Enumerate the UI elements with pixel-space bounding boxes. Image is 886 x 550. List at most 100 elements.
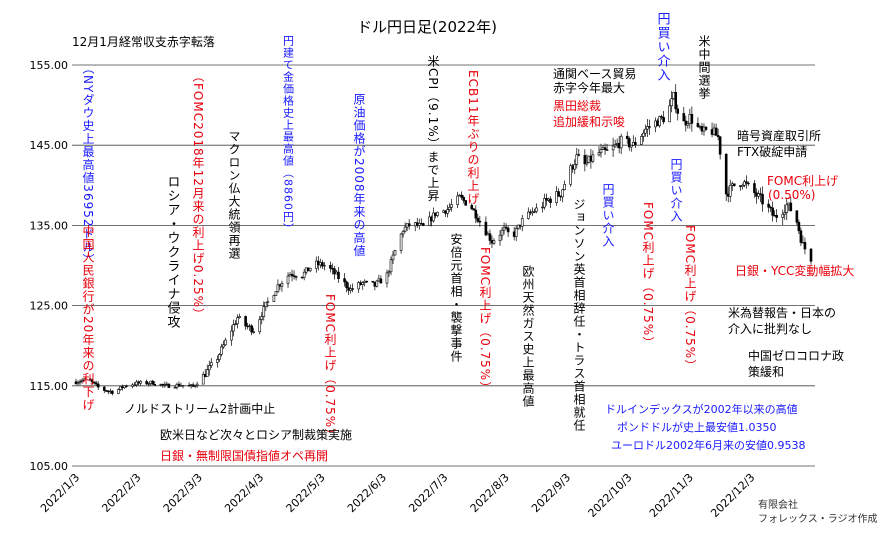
candle-body	[785, 204, 789, 213]
candle-body	[690, 114, 694, 124]
candle-body	[512, 231, 516, 237]
gridlines	[72, 64, 815, 467]
annotation-label: （FOMC2018年12月来の利上げ0.25%）	[191, 70, 205, 321]
candle-body	[506, 227, 510, 233]
candle-body	[613, 144, 617, 147]
candle-body	[803, 242, 807, 250]
annotation-label: 暗号資産取引所	[737, 128, 821, 143]
annotation-label: ノルドストリーム2計画中止	[124, 401, 275, 416]
candle-body	[698, 126, 702, 128]
candle-body	[385, 272, 389, 284]
candle-body	[801, 242, 805, 244]
candle-body	[302, 271, 306, 278]
candle-body	[246, 325, 249, 328]
candle-body	[321, 262, 324, 267]
candle-body	[557, 191, 560, 197]
candle-body	[319, 262, 322, 266]
candle-body	[250, 325, 253, 333]
candle-body	[615, 143, 619, 145]
annotation-label: 円買い介入	[669, 158, 683, 223]
annotation-label: 赤字今年最大	[553, 80, 625, 95]
candle-body	[464, 200, 468, 206]
candle-body	[547, 198, 550, 201]
candle-body	[365, 280, 369, 283]
candle-body	[516, 224, 520, 229]
candle-body	[599, 149, 603, 153]
candle-body	[351, 288, 354, 290]
candle-body	[290, 273, 294, 277]
annotation-label: （NYダウ史上最高値36952ドル）	[81, 62, 95, 266]
candle-body	[123, 385, 126, 389]
annotation-label: (0.50%)	[768, 188, 815, 202]
candle-body	[688, 114, 692, 124]
candle-body	[218, 354, 221, 360]
annotation-label: FOMC利上げ（0.75%）	[323, 294, 337, 441]
candle-body	[224, 339, 227, 346]
candle-body	[125, 385, 128, 387]
credit-line-2: フォレックス・ラジオ作成	[758, 513, 878, 525]
candle-body	[654, 120, 657, 128]
candle-body	[179, 385, 183, 387]
annotation-label: 12月1月経常収支赤字転落	[72, 34, 215, 49]
candle-body	[220, 346, 223, 355]
candle-body	[373, 281, 377, 287]
candle-body	[559, 195, 562, 198]
candle-body	[345, 281, 348, 288]
candle-body	[648, 126, 651, 128]
candle-body	[589, 155, 593, 162]
candle-body	[361, 282, 365, 285]
candle-body	[484, 221, 488, 236]
chart-title: ドル円日足(2022年)	[357, 18, 497, 36]
candle-body	[755, 192, 758, 197]
annotation-label: ジョンソン英首相辞任・トラス首相就任	[572, 198, 586, 432]
candle-body	[159, 383, 163, 386]
annotation-label: 米CPI（9.1%）まで上昇	[426, 55, 440, 203]
candle-body	[272, 295, 276, 302]
candle-body	[575, 154, 579, 165]
candle-body	[577, 154, 581, 156]
candle-body	[177, 383, 181, 387]
annotation-label: 日銀・無制限国債指値オペ再開	[160, 448, 328, 463]
candle-body	[718, 136, 722, 155]
candle-body	[571, 165, 575, 170]
annotation-label: 追加緩和示唆	[553, 114, 625, 129]
annotation-label: 米為替報告・日本の	[728, 306, 836, 320]
candle-body	[629, 144, 633, 148]
candle-body	[549, 198, 552, 203]
candle-body	[422, 223, 425, 226]
annotation-label: ロシア・ウクライナ侵攻	[165, 175, 181, 329]
annotation-label: 安倍元首相・襲撃事件	[449, 232, 463, 363]
candle-body	[450, 204, 453, 208]
candle-body	[745, 181, 748, 184]
candle-body	[634, 141, 637, 145]
candle-body	[563, 183, 566, 190]
candle-body	[94, 382, 98, 385]
annotation-label: 中国人民銀行が20年来の利下げ	[81, 224, 95, 412]
y-tick-label: 145.00	[30, 139, 69, 152]
candle-body	[710, 129, 714, 135]
candle-body	[264, 301, 268, 307]
candle-body	[232, 324, 235, 332]
candle-body	[583, 155, 587, 165]
candle-body	[527, 211, 530, 219]
candle-body	[543, 198, 546, 208]
annotation-label: ポンドドルが史上最安値1.0350	[617, 420, 777, 434]
candle-body	[456, 195, 459, 205]
y-tick-label: 115.00	[30, 380, 69, 393]
candle-body	[460, 194, 463, 198]
candle-body	[147, 383, 150, 385]
candle-body	[472, 208, 476, 211]
candle-body	[430, 216, 433, 222]
candle-body	[541, 206, 544, 209]
annotation-label: FOMC利上げ（0.75%）	[478, 247, 492, 394]
annotation-label: 策緩和	[748, 365, 784, 379]
candle-body	[248, 325, 251, 327]
candle-body	[627, 138, 631, 148]
candle-body	[173, 386, 177, 389]
candle-body	[597, 152, 601, 156]
candle-body	[728, 184, 732, 197]
candle-body	[726, 193, 730, 197]
annotation-label: 円買い介入	[601, 183, 615, 248]
candle-body	[761, 194, 764, 205]
